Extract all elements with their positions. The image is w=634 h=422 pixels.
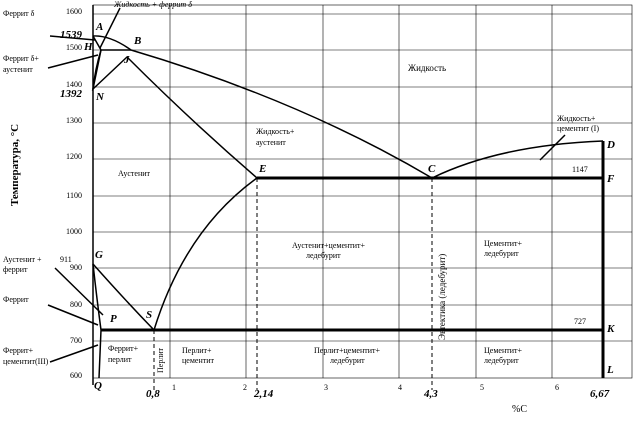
region: Перлит+ xyxy=(182,346,212,355)
y-tick: 800 xyxy=(70,300,82,309)
region: Жидкость xyxy=(408,63,446,73)
temperature: 1539 xyxy=(60,29,83,41)
x-mark: 4,3 xyxy=(423,388,438,400)
region: Аустенит+цементит+ xyxy=(292,241,366,250)
phase-lines xyxy=(47,5,605,390)
region: Жидкость+ xyxy=(557,114,596,123)
region: ледебурит xyxy=(484,356,519,365)
y-tick: 1500 xyxy=(66,43,82,52)
point: K xyxy=(606,323,615,335)
region: Эвтектика (ледебурит) xyxy=(437,254,447,340)
point: N xyxy=(95,91,105,103)
y-tick: 900 xyxy=(70,263,82,272)
left-label: феррит xyxy=(3,265,28,274)
left-label: Феррит xyxy=(3,295,29,304)
region: Перлит+цементит+ xyxy=(314,346,381,355)
temperature: 911 xyxy=(60,255,72,264)
y-tick: 1400 xyxy=(66,80,82,89)
region: цементит xyxy=(182,356,215,365)
temperature: 727 xyxy=(574,317,586,326)
point: Q xyxy=(94,380,102,392)
x-mark: 2,14 xyxy=(253,388,274,400)
x-tick: 4 xyxy=(398,383,402,392)
x-mark: 0,8 xyxy=(146,388,160,400)
y-tick: 1000 xyxy=(66,227,82,236)
point: J xyxy=(123,54,130,66)
y-tick: 700 xyxy=(70,336,82,345)
region: Феррит+ xyxy=(108,344,139,353)
point: S xyxy=(146,309,152,321)
x-mark: 6,67 xyxy=(590,388,610,400)
region: аустенит xyxy=(256,138,286,147)
y-axis-title: Температура, °C xyxy=(9,124,21,206)
region: Жидкость+ xyxy=(256,127,295,136)
region: ледебурит xyxy=(484,249,519,258)
left-label: аустенит xyxy=(3,65,33,74)
point: P xyxy=(110,313,117,325)
point: D xyxy=(606,139,615,151)
x-tick: 5 xyxy=(480,383,484,392)
left-label: Феррит δ xyxy=(3,9,35,18)
temperature: 1392 xyxy=(60,88,83,100)
region: Цементит+ xyxy=(484,239,522,248)
y-tick: 600 xyxy=(70,371,82,380)
region: Перлит xyxy=(156,348,165,373)
point: B xyxy=(133,35,141,47)
x-tick: 2 xyxy=(243,383,247,392)
point: C xyxy=(428,163,436,175)
point: L xyxy=(606,364,614,376)
x-axis-title: %С xyxy=(512,404,527,415)
x-tick: 6 xyxy=(555,383,559,392)
left-label: Феррит δ+ xyxy=(3,54,39,63)
point: E xyxy=(258,163,266,175)
point: G xyxy=(95,249,103,261)
y-tick: 1100 xyxy=(66,191,82,200)
point: H xyxy=(83,41,93,53)
grid xyxy=(92,4,633,379)
region: Жидкость + феррит δ xyxy=(113,0,192,9)
region: Цементит+ xyxy=(484,346,522,355)
y-tick: 1200 xyxy=(66,152,82,161)
y-tick: 1300 xyxy=(66,116,82,125)
left-label: цементит(III) xyxy=(3,357,49,366)
x-tick: 3 xyxy=(324,383,328,392)
y-tick: 1600 xyxy=(66,7,82,16)
point: F xyxy=(606,173,615,185)
temperature: 1147 xyxy=(572,165,588,174)
region: ледебурит xyxy=(306,251,341,260)
left-label: Аустенит + xyxy=(3,255,42,264)
region: перлит xyxy=(108,355,132,364)
x-tick: 1 xyxy=(172,383,176,392)
labels: 1600 1500 1400 1300 1200 1100 1000 900 8… xyxy=(3,0,615,415)
point: A xyxy=(95,21,103,33)
region: Аустенит xyxy=(118,169,151,178)
left-label: Феррит+ xyxy=(3,346,34,355)
region: цементит (I) xyxy=(557,124,599,133)
region: ледебурит xyxy=(330,356,365,365)
